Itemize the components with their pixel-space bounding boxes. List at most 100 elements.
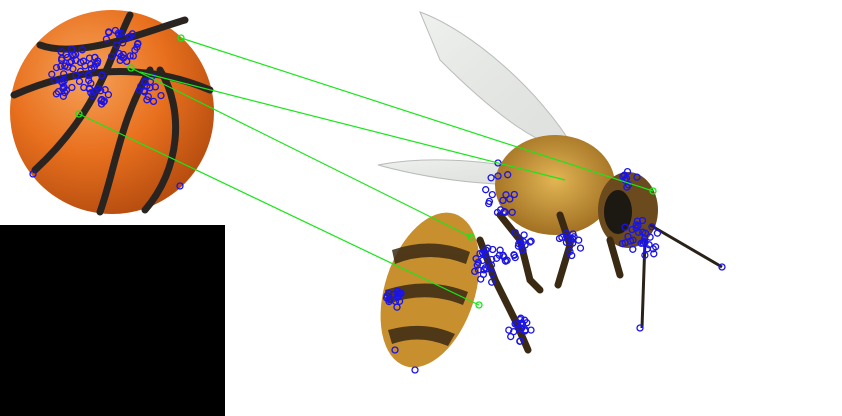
bee-image: [377, 11, 723, 368]
keypoint: [72, 71, 80, 80]
keypoint: [66, 58, 74, 67]
keypoint: [516, 236, 524, 244]
keypoint: [494, 159, 502, 167]
keypoint: [520, 316, 529, 324]
keypoint: [514, 320, 522, 328]
keypoint: [76, 67, 85, 76]
keypoint: [508, 208, 516, 216]
keypoint: [119, 50, 127, 59]
keypoint: [474, 258, 482, 266]
keypoint: [479, 256, 487, 265]
keypoint: [52, 90, 61, 98]
keypoint: [623, 183, 631, 191]
keypoint: [97, 96, 105, 105]
keypoint: [129, 52, 137, 60]
keypoint: [149, 97, 158, 106]
keypoint: [485, 197, 494, 206]
keypoint: [527, 237, 535, 245]
keypoint: [394, 290, 402, 298]
keypoint: [488, 278, 496, 286]
keypoint: [81, 62, 89, 70]
keypoint: [653, 229, 662, 237]
keypoint: [558, 233, 566, 242]
keypoint: [137, 82, 145, 90]
keypoint: [526, 238, 534, 246]
keypoint: [517, 314, 525, 322]
bee-upper-wing: [419, 11, 576, 151]
keypoint: [87, 79, 95, 88]
keypoint: [633, 217, 641, 225]
keypoint: [87, 89, 95, 97]
keypoint: [101, 86, 109, 94]
keypoint: [50, 77, 58, 85]
keypoint: [98, 71, 106, 80]
matched-keypoints: [75, 34, 657, 309]
keypoint: [619, 172, 627, 181]
bee-eye: [604, 190, 632, 234]
keypoint: [496, 246, 504, 254]
keypoint: [116, 56, 124, 65]
keypoint: [646, 233, 654, 241]
keypoint: [119, 39, 127, 47]
keypoint: [511, 320, 519, 328]
keypoint: [140, 88, 149, 96]
keypoint: [114, 29, 122, 38]
keypoint: [141, 78, 149, 86]
keypoint: [126, 32, 134, 40]
keypoint: [622, 174, 631, 182]
keypoint: [510, 328, 518, 336]
keypoint: [624, 232, 632, 241]
keypoint: [566, 247, 574, 256]
keypoint: [29, 170, 37, 178]
keypoint: [472, 255, 480, 263]
keypoint: [499, 196, 507, 205]
keypoint: [488, 269, 496, 278]
keypoint: [632, 224, 640, 232]
keypoint: [104, 91, 113, 99]
keypoint: [78, 46, 86, 54]
keypoint: [487, 174, 495, 182]
keypoint: [61, 62, 69, 70]
keypoint: [639, 239, 647, 247]
keypoint: [570, 233, 578, 241]
keypoint: [493, 208, 502, 217]
keypoint: [68, 83, 76, 92]
keypoint: [516, 337, 524, 345]
keypoint: [636, 324, 644, 332]
keypoint: [628, 225, 636, 234]
keypoint: [576, 244, 585, 252]
keypoint: [520, 231, 528, 239]
keypoint: [79, 57, 88, 65]
keypoint: [102, 35, 111, 43]
keypoint: [471, 267, 479, 276]
keypoint: [633, 173, 641, 181]
keypoint: [117, 52, 125, 61]
keypoint: [488, 255, 496, 264]
keypoint: [391, 346, 399, 354]
keypoint: [59, 85, 67, 93]
keypoint: [718, 263, 726, 271]
keypoint: [489, 245, 497, 254]
keypoint: [515, 240, 523, 248]
keypoint: [477, 275, 485, 283]
keypoint: [510, 251, 518, 259]
keypoint: [505, 326, 513, 334]
keypoint-markers: [29, 26, 726, 374]
keypoint: [57, 62, 65, 71]
keypoint: [85, 84, 94, 92]
keypoint: [629, 245, 637, 253]
keypoint: [91, 53, 99, 62]
keypoint: [499, 251, 507, 259]
keypoint: [632, 221, 640, 229]
keypoint: [105, 28, 113, 37]
keypoint: [176, 182, 184, 190]
keypoint: [511, 228, 519, 237]
keypoint: [94, 85, 102, 93]
keypoint: [113, 41, 121, 49]
keypoint: [59, 92, 68, 100]
keypoint: [502, 191, 510, 199]
keypoint: [510, 190, 518, 199]
keypoint: [75, 77, 84, 86]
keypoint: [411, 366, 419, 374]
